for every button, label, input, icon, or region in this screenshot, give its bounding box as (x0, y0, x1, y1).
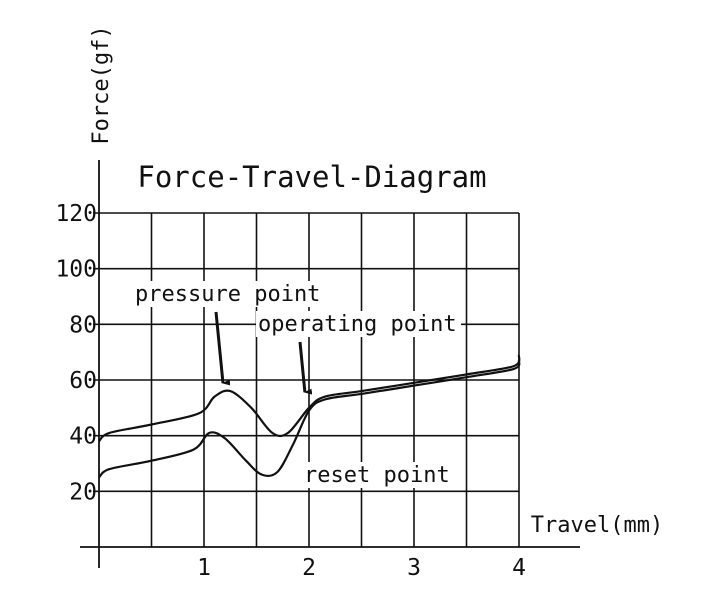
x-axis-title: Travel(mm) (531, 513, 663, 538)
annotation-background (302, 462, 454, 488)
y-tick-label: 100 (55, 257, 97, 283)
pressure-point-label: pressure point (135, 282, 320, 307)
y-axis-title: Force(gf) (89, 25, 114, 144)
press-curve-line (98, 354, 521, 443)
release-curve-line (98, 359, 521, 479)
series-lines (98, 354, 521, 479)
y-tick-label: 40 (69, 424, 97, 450)
pressure-point-arrow (214, 311, 231, 386)
reset-point-label: reset point (304, 463, 450, 488)
y-tick-label: 20 (69, 479, 97, 505)
grid (93, 212, 520, 547)
annotations: pressure point operating point reset point (133, 281, 461, 488)
y-tick-label: 60 (69, 368, 97, 394)
tick-labels: 20 40 60 80 100 120 1 2 3 4 (55, 201, 525, 581)
y-tick-label: 80 (69, 312, 97, 338)
axes (80, 160, 580, 568)
operating-point-arrow (298, 341, 313, 395)
annotation-background (256, 311, 461, 337)
x-tick-label: 4 (512, 555, 526, 581)
x-tick-label: 1 (197, 555, 211, 581)
chart-title: Force-Travel-Diagram (137, 160, 486, 194)
operating-point-label: operating point (258, 312, 457, 337)
annotation-background (133, 281, 325, 307)
x-tick-label: 3 (407, 555, 421, 581)
x-tick-label: 2 (302, 555, 316, 581)
y-tick-label: 120 (55, 201, 97, 227)
